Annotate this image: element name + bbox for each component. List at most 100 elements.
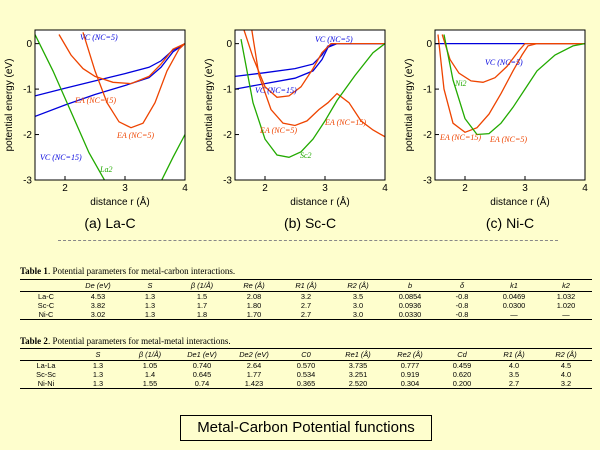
x-tick-label: 2 <box>62 183 68 194</box>
table-cell: 0.570 <box>296 361 316 370</box>
curve-label: Sc2 <box>300 151 312 160</box>
caption-la-c: (a) La-C <box>84 215 136 231</box>
table-cell: 3.2 <box>540 379 592 389</box>
table-cell: 1.55 <box>124 379 176 389</box>
table-cell: La-C <box>37 292 55 301</box>
table-cell: 0.0936 <box>398 301 422 310</box>
table-cell: -0.8 <box>455 292 469 301</box>
x-axis-label: distance r (Å) <box>490 195 549 208</box>
table-cell: 0.620 <box>452 370 472 379</box>
x-tick-label: 3 <box>322 183 328 194</box>
plot-area <box>235 30 385 180</box>
column-header: S <box>124 279 176 292</box>
column-header: R1 (Å) <box>280 279 332 292</box>
dashed-separator <box>58 240 558 241</box>
table-cell: 0.0854 <box>398 292 422 301</box>
table-cell: La-La <box>36 361 56 370</box>
curve-label: VC (NC=5) <box>80 33 118 42</box>
table-cell: 1.423 <box>228 379 280 389</box>
column-header: k1 <box>488 279 540 292</box>
curve-label: Ni2 <box>454 79 467 88</box>
table-cell: -0.8 <box>436 310 488 320</box>
y-tick-label: -3 <box>423 176 432 187</box>
y-tick-label: -2 <box>223 130 232 141</box>
column-header: Cd <box>436 348 488 361</box>
table-row: Ni-C 3.02 1.3 1.8 1.70 2.7 3.0 0.0330 -0.8— — <box>20 310 592 320</box>
caption-ni-c: (c) Ni-C <box>485 215 535 231</box>
series-line-4 <box>35 34 185 180</box>
table-cell: 1.3 <box>124 310 176 320</box>
series-group <box>35 32 185 180</box>
curve-label: EA (NC=5) <box>489 135 527 144</box>
y-tick-label: -3 <box>223 176 232 187</box>
series-line-2 <box>437 34 585 134</box>
chart-la-c: 2 3 4 0 -1 -2 -3 distance r (Å) potential energy… <box>4 29 188 208</box>
table-cell: 1.3 <box>144 292 156 301</box>
table-cell: 0.534 <box>296 370 316 379</box>
x-tick-label: 4 <box>582 183 588 194</box>
column-header: β (1/Å) <box>176 279 228 292</box>
x-tick-label: 4 <box>182 183 188 194</box>
chart-sc-c: 2 3 4 0 -1 -2 -3 distance r (Å) potential energy… <box>204 29 388 208</box>
table-cell: 1.4 <box>144 370 156 379</box>
table-row: La-La 1.3 1.05 0.740 2.64 0.570 3.735 0.777 0.45… <box>20 361 592 371</box>
column-header: De2 (eV) <box>228 348 280 361</box>
x-tick-label: 4 <box>382 183 388 194</box>
table-cell: 0.740 <box>192 361 212 370</box>
column-header: b <box>384 279 436 292</box>
plot-frame <box>434 29 586 181</box>
table-cell: 1.3 <box>92 361 104 370</box>
table-cell: 3.251 <box>348 370 368 379</box>
curve-label: VC (NC=15) <box>40 153 82 162</box>
curve-label: EA (NC=15) <box>324 118 366 127</box>
column-header: De1 (eV) <box>176 348 228 361</box>
table-cell: 0.0330 <box>384 310 436 320</box>
x-tick-label: 3 <box>522 183 528 194</box>
y-tick-label: -2 <box>423 130 432 141</box>
column-header <box>20 279 72 292</box>
x-tick-label: 2 <box>462 183 468 194</box>
series-group <box>235 30 385 158</box>
series-line-2 <box>58 34 185 85</box>
x-axis-label: distance r (Å) <box>90 195 149 208</box>
table-cell: 0.919 <box>400 370 420 379</box>
table-cell: 4.53 <box>90 292 106 301</box>
table-cell: 2.08 <box>246 292 262 301</box>
table-cell: 0.304 <box>384 379 436 389</box>
table-cell: 3.02 <box>72 310 124 320</box>
table-cell: 4.5 <box>560 361 572 370</box>
table-cell: 0.200 <box>436 379 488 389</box>
column-header: S <box>72 348 124 361</box>
series-line-3 <box>251 30 385 138</box>
curve-label: EA (NC=5) <box>259 126 297 135</box>
series-line-3 <box>82 32 185 129</box>
table-cell: -0.8 <box>455 301 469 310</box>
table-cell: 1.5 <box>196 292 208 301</box>
table-cell: 3.82 <box>90 301 106 310</box>
table-cell: 1.80 <box>246 301 262 310</box>
table-cell: 0.0469 <box>502 292 526 301</box>
column-header: Re2 (Å) <box>384 348 436 361</box>
table-cell: 3.0 <box>352 301 364 310</box>
column-header <box>20 348 72 361</box>
table-cell: 4.0 <box>560 370 572 379</box>
table-cell: 1.020 <box>556 301 576 310</box>
y-tick-label: -1 <box>23 85 32 96</box>
table-cell: 1.05 <box>142 361 158 370</box>
x-tick-label: 3 <box>122 183 128 194</box>
table-cell: 0.74 <box>176 379 228 389</box>
column-header: De (eV) <box>72 279 124 292</box>
y-tick-label: -1 <box>423 85 432 96</box>
column-header: Re1 (Å) <box>332 348 384 361</box>
chart-ni-c: 2 3 4 0 -1 -2 -3 distance r (Å) potential energy… <box>404 29 588 208</box>
table-row: Sc-Sc 1.3 1.4 0.645 1.77 0.534 3.251 0.919 0.620… <box>20 370 592 379</box>
curve-label: VC (NC=15) <box>255 86 297 95</box>
table-cell: 1.77 <box>246 370 262 379</box>
caption-sc-c: (b) Sc-C <box>283 215 337 231</box>
x-tick-label: 2 <box>262 183 268 194</box>
curve-label: EA (NC=5) <box>116 131 154 140</box>
table-cell: 2.7 <box>488 379 540 389</box>
